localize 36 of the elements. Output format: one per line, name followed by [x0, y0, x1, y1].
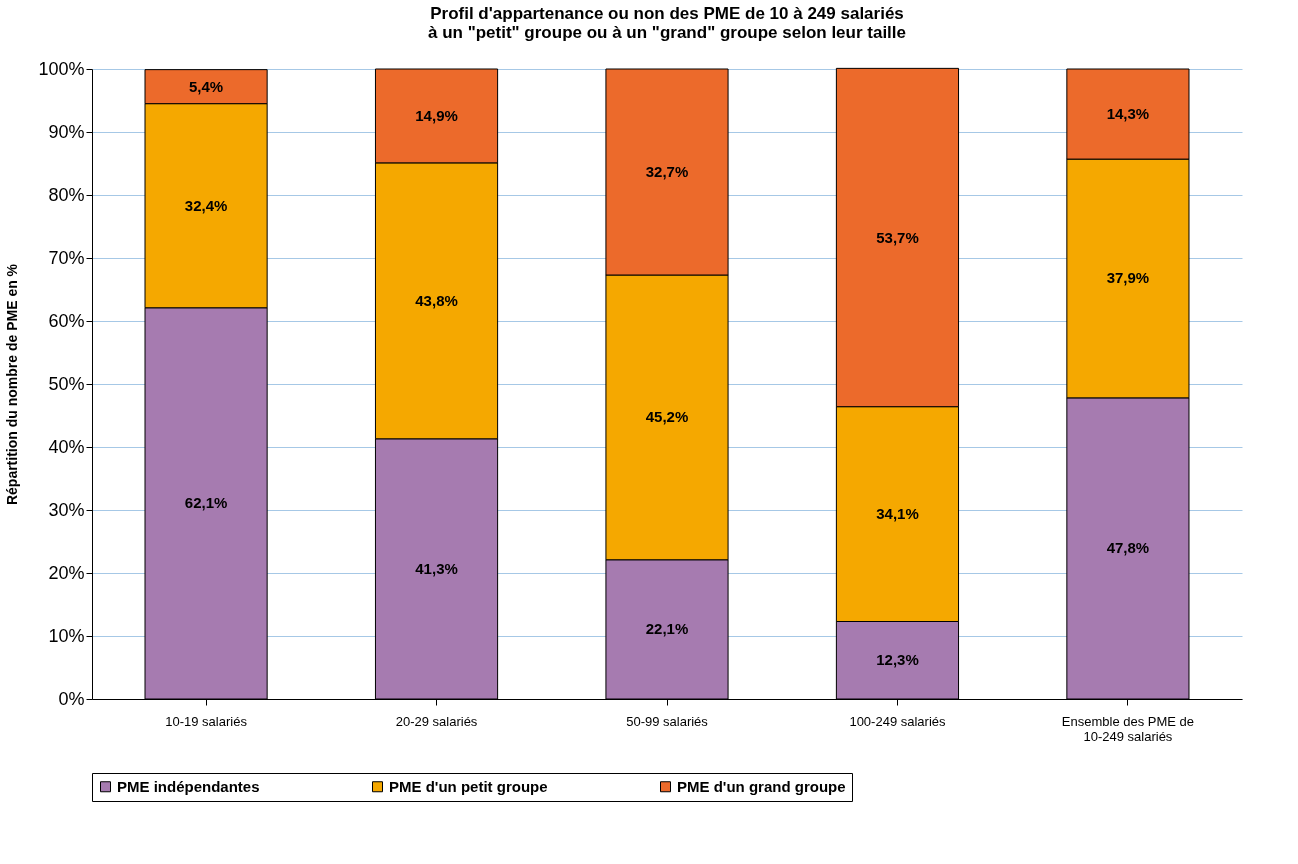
- y-tick-label: 50%: [48, 373, 85, 394]
- y-tick-label: 30%: [48, 499, 85, 520]
- y-tick-label: 80%: [48, 184, 85, 205]
- data-label: 47,8%: [1106, 539, 1150, 557]
- y-tick-label: 0%: [58, 688, 85, 709]
- legend-label: PME d'un grand groupe: [677, 777, 846, 795]
- data-label: 45,2%: [645, 408, 689, 426]
- data-label: 12,3%: [876, 651, 919, 669]
- legend-label: PME d'un petit groupe: [389, 777, 548, 795]
- chart-title: Profil d'appartenance ou non des PME de 10 à 249 salariés à un "petit" groupe ou à un "grand" groupe selon leur taille: [427, 4, 907, 42]
- data-label: 32,4%: [184, 196, 228, 214]
- x-tick-label: 10-19 salariés: [165, 713, 248, 729]
- data-label: 62,1%: [184, 494, 228, 512]
- data-label: 41,3%: [415, 559, 458, 577]
- x-tick-label: 50-99 salariés: [626, 713, 709, 729]
- data-label: 53,7%: [876, 228, 919, 246]
- data-label: 43,8%: [415, 291, 458, 309]
- legend-label: PME indépendantes: [117, 777, 260, 795]
- y-tick-label: 100%: [38, 58, 85, 79]
- y-tick-label: 40%: [48, 436, 85, 457]
- y-tick-label: 10%: [48, 625, 85, 646]
- y-tick-label: 60%: [48, 310, 85, 331]
- data-label: 37,9%: [1106, 269, 1150, 287]
- data-label: 5,4%: [188, 77, 224, 95]
- data-label: 22,1%: [645, 620, 689, 638]
- x-tick-label: Ensemble des PME de 10-249 salariés: [1061, 713, 1195, 744]
- x-tick-label: 100-249 salariés: [849, 713, 947, 729]
- y-axis-title: Répartition du nombre de PME en %: [4, 263, 21, 506]
- data-label: 34,1%: [876, 505, 919, 523]
- y-tick-label: 70%: [48, 247, 85, 268]
- x-tick-label: 20-29 salariés: [395, 713, 478, 729]
- data-label: 14,3%: [1106, 105, 1150, 123]
- data-label: 32,7%: [645, 163, 689, 181]
- data-label: 14,9%: [415, 106, 458, 124]
- y-tick-label: 20%: [48, 562, 85, 583]
- y-tick-label: 90%: [48, 121, 85, 142]
